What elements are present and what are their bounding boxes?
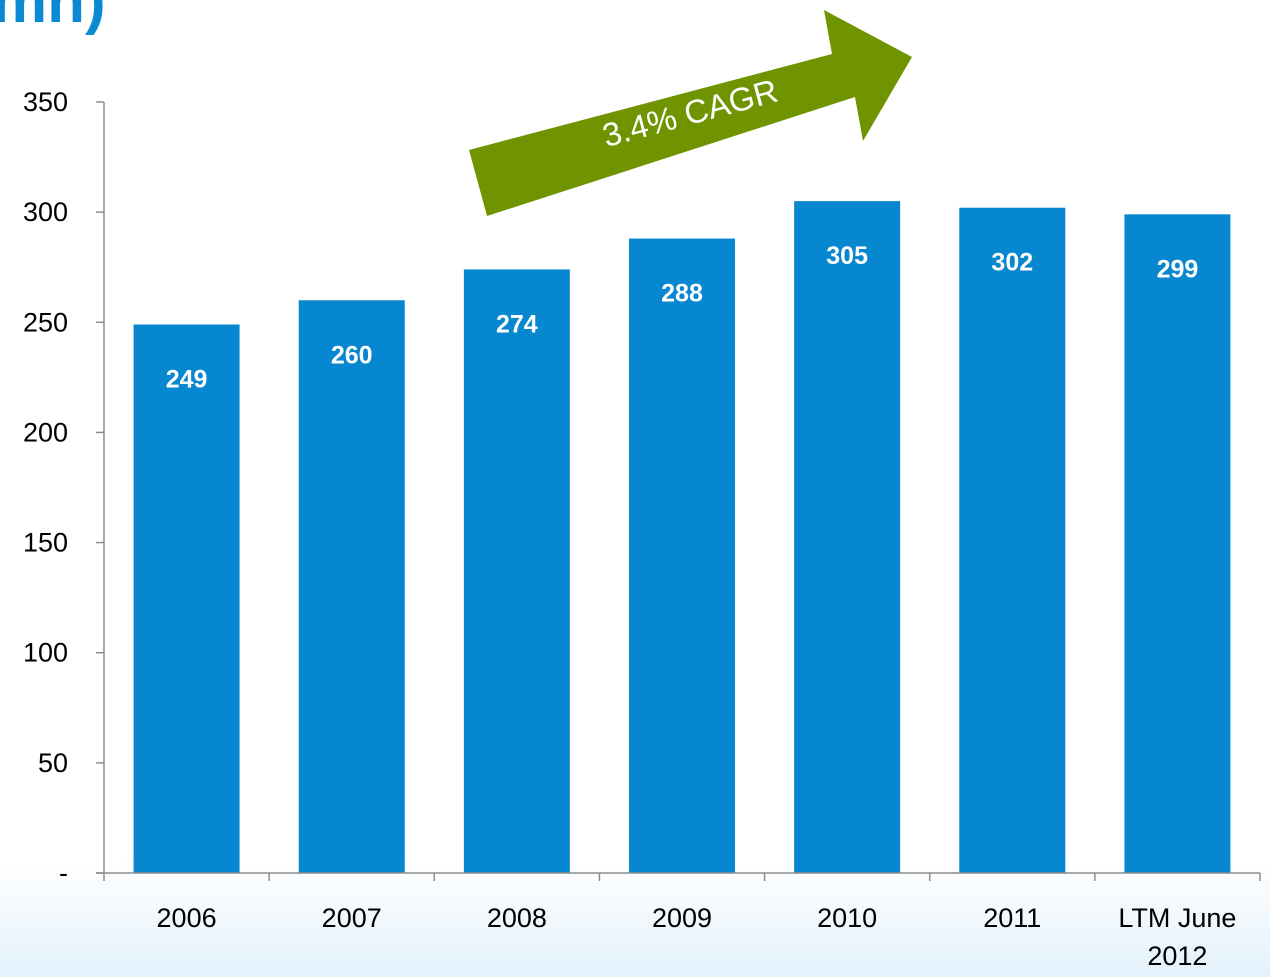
y-tick-label: 350 bbox=[23, 87, 68, 117]
x-tick-label: 2007 bbox=[322, 903, 382, 933]
data-label: 274 bbox=[496, 310, 538, 338]
y-tick-label: 250 bbox=[23, 307, 68, 337]
y-tick-label: 50 bbox=[38, 748, 68, 778]
chart-title-fragment: mn) bbox=[0, 0, 106, 36]
data-label: 302 bbox=[991, 249, 1033, 277]
x-tick-label: 2010 bbox=[817, 903, 877, 933]
data-label: 288 bbox=[661, 280, 703, 308]
bar-2007 bbox=[298, 300, 405, 873]
bar-2011 bbox=[959, 207, 1066, 874]
axes: - 50 100 150 200 250 300 350 2006 2007 2008 2009 201… bbox=[23, 87, 1261, 971]
x-tick-label: 2011 bbox=[983, 903, 1041, 933]
bar-2006 bbox=[133, 324, 240, 873]
x-tick-label: 2012 bbox=[1147, 941, 1207, 971]
bar-ltm-june-2012 bbox=[1124, 214, 1231, 874]
bars bbox=[133, 201, 1231, 874]
bar-2010 bbox=[794, 201, 901, 874]
cagr-arrow-shape bbox=[469, 10, 912, 216]
data-labels: 249 260 274 288 305 302 299 bbox=[166, 242, 1199, 393]
y-tick-label: 200 bbox=[23, 417, 68, 447]
bar-2009 bbox=[629, 238, 735, 873]
x-tick-label: LTM June bbox=[1118, 903, 1236, 933]
bar-2008 bbox=[463, 269, 570, 874]
y-tick-label: - bbox=[59, 858, 68, 888]
y-tick-label: 300 bbox=[23, 197, 68, 227]
y-tick-label: 100 bbox=[23, 638, 68, 668]
cagr-arrow: 3.4% CAGR bbox=[469, 10, 912, 216]
x-tick-label: 2009 bbox=[652, 903, 712, 933]
data-label: 260 bbox=[331, 341, 373, 369]
x-tick-label: 2006 bbox=[157, 903, 217, 933]
x-tick-label: 2008 bbox=[487, 903, 547, 933]
data-label: 249 bbox=[166, 365, 208, 393]
data-label: 305 bbox=[826, 242, 868, 270]
y-tick-label: 150 bbox=[23, 528, 68, 558]
data-label: 299 bbox=[1157, 255, 1199, 283]
